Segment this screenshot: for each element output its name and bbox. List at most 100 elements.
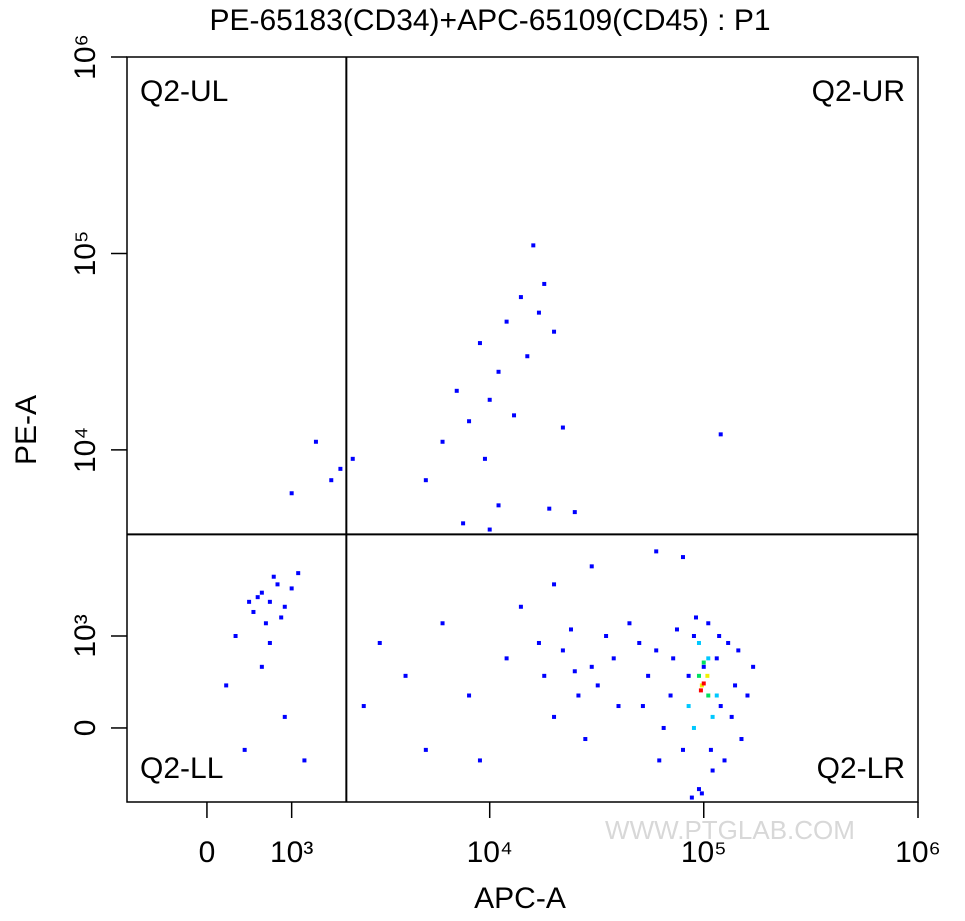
event-dot xyxy=(568,627,573,632)
event-dot xyxy=(251,609,256,614)
event-dot xyxy=(611,656,616,661)
event-dot xyxy=(496,369,501,374)
event-dot xyxy=(279,615,284,620)
event-dot xyxy=(686,704,691,709)
event-dot xyxy=(576,693,581,698)
event-dot xyxy=(259,664,264,669)
x-tick-label: 10⁶ xyxy=(895,836,941,869)
event-dot xyxy=(691,725,696,730)
event-dot xyxy=(589,664,594,669)
event-dot xyxy=(637,640,642,645)
event-dot xyxy=(477,758,482,763)
event-dot xyxy=(698,688,703,693)
event-dot xyxy=(482,456,487,461)
event-dot xyxy=(518,295,523,300)
event-dot xyxy=(708,747,713,752)
event-dot xyxy=(440,621,445,626)
event-dot xyxy=(542,673,547,678)
event-dot xyxy=(496,503,501,508)
event-dot xyxy=(668,693,673,698)
event-dot xyxy=(403,673,408,678)
event-dot xyxy=(706,693,711,698)
event-dot xyxy=(686,673,691,678)
event-dot xyxy=(722,758,727,763)
event-dot xyxy=(674,627,679,632)
event-dot xyxy=(701,660,706,665)
event-dot xyxy=(512,413,517,418)
event-dot xyxy=(289,491,294,496)
event-dot xyxy=(718,704,723,709)
event-dot xyxy=(616,704,621,709)
event-dot xyxy=(423,747,428,752)
event-dot xyxy=(487,397,492,402)
event-dot xyxy=(467,693,472,698)
event-dot xyxy=(710,714,715,719)
event-dot xyxy=(646,673,651,678)
event-dot xyxy=(657,758,662,763)
event-dot xyxy=(233,633,238,638)
event-dot xyxy=(377,640,382,645)
event-dot xyxy=(739,737,744,742)
y-tick-label: 10⁵ xyxy=(69,231,102,277)
x-tick-label: 10³ xyxy=(270,836,313,869)
event-dot xyxy=(487,527,492,532)
y-tick-label: 10⁶ xyxy=(69,34,102,80)
event-dot xyxy=(604,633,609,638)
event-dot xyxy=(689,795,694,800)
watermark: WWW.PTGLAB.COM xyxy=(605,815,855,845)
event-dot xyxy=(583,737,588,742)
quadrant-label: Q2-LL xyxy=(140,752,223,785)
y-tick-label: 10⁴ xyxy=(69,427,102,473)
event-dot xyxy=(714,693,719,698)
event-dot xyxy=(654,549,659,554)
event-dot xyxy=(361,704,366,709)
event-dot xyxy=(696,787,701,792)
event-dot xyxy=(714,656,719,661)
event-dot xyxy=(691,633,696,638)
event-dot xyxy=(710,768,715,773)
quadrant-label: Q2-UL xyxy=(140,75,228,108)
chart-title: PE-65183(CD34)+APC-65109(CD45) : P1 xyxy=(209,4,770,37)
event-dot xyxy=(699,791,704,796)
event-dot xyxy=(302,758,307,763)
plot-frame xyxy=(126,56,919,803)
event-dot xyxy=(242,747,247,752)
event-dot xyxy=(552,582,557,587)
event-dot xyxy=(267,599,272,604)
event-dot xyxy=(282,714,287,719)
event-dot xyxy=(329,478,334,483)
event-dot xyxy=(693,615,698,620)
event-dot xyxy=(706,621,711,626)
event-dot xyxy=(671,656,676,661)
event-dot xyxy=(263,621,268,626)
event-dot xyxy=(461,521,466,526)
quadrant-label: Q2-LR xyxy=(817,752,905,785)
event-dot xyxy=(536,310,541,315)
event-dot xyxy=(518,604,523,609)
event-dot xyxy=(729,714,734,719)
event-dot xyxy=(589,564,594,569)
event-dot xyxy=(717,633,722,638)
event-dot xyxy=(560,425,565,430)
event-dot xyxy=(661,725,666,730)
event-dot xyxy=(275,582,280,587)
x-tick-label: 10⁵ xyxy=(681,836,727,869)
y-axis-label: PE-A xyxy=(10,395,43,465)
event-dot xyxy=(440,439,445,444)
event-dot xyxy=(504,656,509,661)
event-dot xyxy=(224,683,229,688)
event-dot xyxy=(247,599,252,604)
event-dot xyxy=(296,571,301,576)
event-dot xyxy=(282,604,287,609)
event-dot xyxy=(547,506,552,511)
event-dot xyxy=(705,673,710,678)
event-dot xyxy=(736,648,741,653)
event-dot xyxy=(289,586,294,591)
event-dot xyxy=(423,478,428,483)
event-dot xyxy=(595,683,600,688)
event-dot xyxy=(259,590,264,595)
event-dot xyxy=(531,243,536,248)
event-dot xyxy=(640,704,645,709)
event-dot xyxy=(718,432,723,437)
y-tick-label: 0 xyxy=(69,720,102,737)
